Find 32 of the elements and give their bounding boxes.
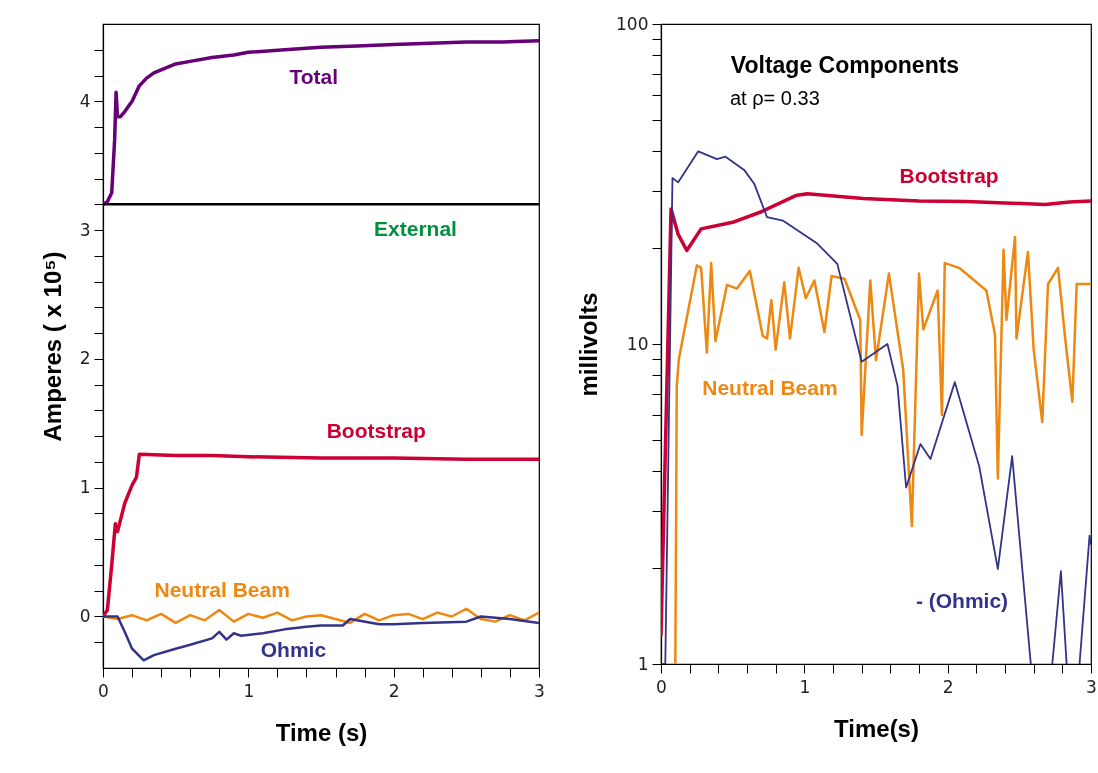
line-series <box>103 615 539 662</box>
x-tick-label: 2 <box>942 676 954 697</box>
x-tick-label: 1 <box>799 676 811 697</box>
line-series <box>674 235 1091 664</box>
y-tick-label: 10 <box>626 333 649 354</box>
series-label: Bootstrap <box>326 419 426 443</box>
y-axis-title: Amperes ( x 10⁵) <box>38 251 66 442</box>
y-tick-label: 3 <box>79 219 91 240</box>
x-tick-label: 0 <box>98 680 109 701</box>
x-tick-label: 3 <box>1086 676 1097 697</box>
x-tick-label: 3 <box>534 680 545 701</box>
x-tick-label: 2 <box>388 680 400 701</box>
series-label: External <box>374 217 457 241</box>
y-tick-label: 2 <box>79 348 91 369</box>
series-label: Ohmic <box>260 638 327 662</box>
series-label: Neutral Beam <box>702 375 838 399</box>
series-label: Bootstrap <box>899 163 999 187</box>
y-axis-title: millivolts <box>575 292 603 397</box>
y-tick-label: 100 <box>616 13 649 34</box>
y-tick-label: 0 <box>79 605 91 626</box>
series-label: - (Ohmic) <box>915 589 1009 613</box>
text: Voltage Components <box>730 52 960 78</box>
x-axis-title: Time(s) <box>834 714 919 742</box>
y-tick-label: 4 <box>79 90 91 111</box>
series-label: Neutral Beam <box>154 577 290 601</box>
y-tick-label: 1 <box>79 477 91 498</box>
series-label: Total <box>289 65 339 89</box>
x-axis-title: Time (s) <box>275 718 368 746</box>
x-tick-label: 0 <box>656 676 667 697</box>
y-tick-label: 1 <box>637 653 649 674</box>
text: at ρ= 0.33 <box>730 87 820 109</box>
x-tick-label: 1 <box>243 680 255 701</box>
